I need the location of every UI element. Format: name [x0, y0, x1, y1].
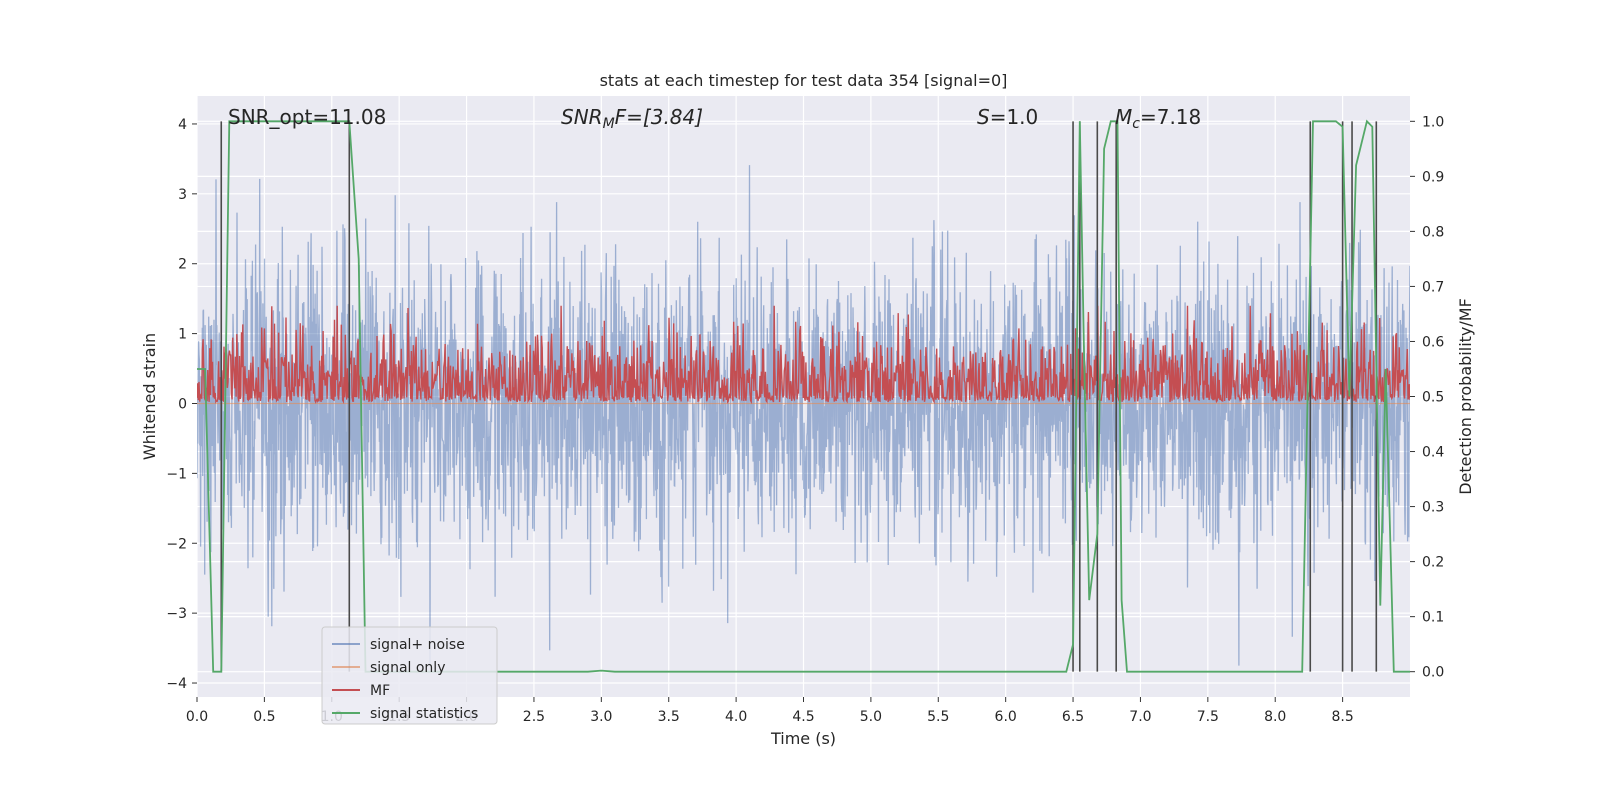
annotation-mc-value: =7.18: [1140, 105, 1201, 129]
y2-tick-label: 0.2: [1422, 555, 1444, 571]
y-tick-label: 3: [178, 187, 187, 203]
x-tick-label: 7.0: [1129, 709, 1151, 725]
annotation-snr-opt: SNR_opt=11.08: [228, 105, 386, 129]
legend-label: signal statistics: [370, 706, 478, 722]
y2-tick-label: 0.9: [1422, 169, 1444, 185]
y2-tick-label: 0.6: [1422, 334, 1444, 350]
annotation-mc-symbol: M: [1115, 105, 1132, 129]
annotation-s-value: =1.0: [990, 105, 1039, 129]
y-tick-label: −2: [166, 536, 187, 552]
y2-tick-label: 0.1: [1422, 610, 1444, 626]
y2-tick-label: 0.4: [1422, 445, 1444, 461]
annotation-mc-subscript: c: [1132, 116, 1140, 132]
x-tick-label: 8.0: [1264, 709, 1286, 725]
x-tick-label: 3.5: [658, 709, 680, 725]
annotation-s: S=1.0: [977, 105, 1038, 129]
y-tick-label: 0: [178, 396, 187, 412]
x-tick-label: 8.5: [1331, 709, 1353, 725]
legend: signal+ noise signal only MF signal statist…: [321, 626, 498, 725]
y2-axis-label: Detection probability/MF: [1456, 298, 1475, 495]
annotation-snr-mf-symbol: SNR: [561, 105, 603, 129]
y-tick-label: 4: [178, 117, 187, 133]
x-tick-label: 0.5: [253, 709, 275, 725]
y2-tick-label: 0.8: [1422, 224, 1444, 240]
annotation-snr-mf-value: F=[3.84]: [615, 105, 703, 129]
x-tick-label: 4.0: [725, 709, 747, 725]
y2-tick-label: 0.3: [1422, 500, 1444, 516]
data-layer: [197, 119, 1410, 673]
y-tick-label: 1: [178, 327, 187, 343]
y-axis-label: Whitened strain: [140, 333, 159, 460]
y2-tick-label: 0.7: [1422, 279, 1444, 295]
x-tick-label: 0.0: [186, 709, 208, 725]
y2-tick-label: 1.0: [1422, 114, 1444, 130]
legend-label: MF: [370, 683, 390, 699]
annotation-mc: Mc=7.18: [1115, 105, 1201, 132]
chart-title: stats at each timestep for test data 354…: [600, 71, 1008, 90]
legend-label: signal only: [370, 660, 445, 676]
x-tick-label: 5.0: [860, 709, 882, 725]
y-tick-label: −1: [166, 466, 187, 482]
y-tick-label: −3: [166, 606, 187, 622]
series-signal-statistics: [197, 119, 1410, 673]
series-mf: [197, 305, 1410, 405]
y-tick-label: 2: [178, 257, 187, 273]
x-tick-label: 2.5: [523, 709, 545, 725]
annotation-snr-mf: SNRMF=[3.84]: [561, 105, 703, 132]
x-tick-label: 3.0: [590, 709, 612, 725]
annotation-snr-mf-subscript: M: [603, 116, 615, 132]
x-axis-label: Time (s): [770, 729, 836, 748]
y2-tick-label: 0.0: [1422, 665, 1444, 681]
x-tick-label: 6.0: [995, 709, 1017, 725]
x-tick-label: 6.5: [1062, 709, 1084, 725]
annotation-s-symbol: S: [977, 105, 990, 129]
y-tick-label: −4: [166, 676, 187, 692]
legend-box: [321, 626, 498, 725]
legend-label: signal+ noise: [370, 637, 465, 653]
annotation-layer: SNR_opt=11.08 SNRMF=[3.84] S=1.0 Mc=7.18: [228, 105, 1201, 132]
x-tick-label: 5.5: [927, 709, 949, 725]
y2-tick-label: 0.5: [1422, 390, 1444, 406]
x-tick-label: 4.5: [792, 709, 814, 725]
series-signal-noise: [197, 165, 1410, 666]
x-tick-label: 7.5: [1197, 709, 1219, 725]
